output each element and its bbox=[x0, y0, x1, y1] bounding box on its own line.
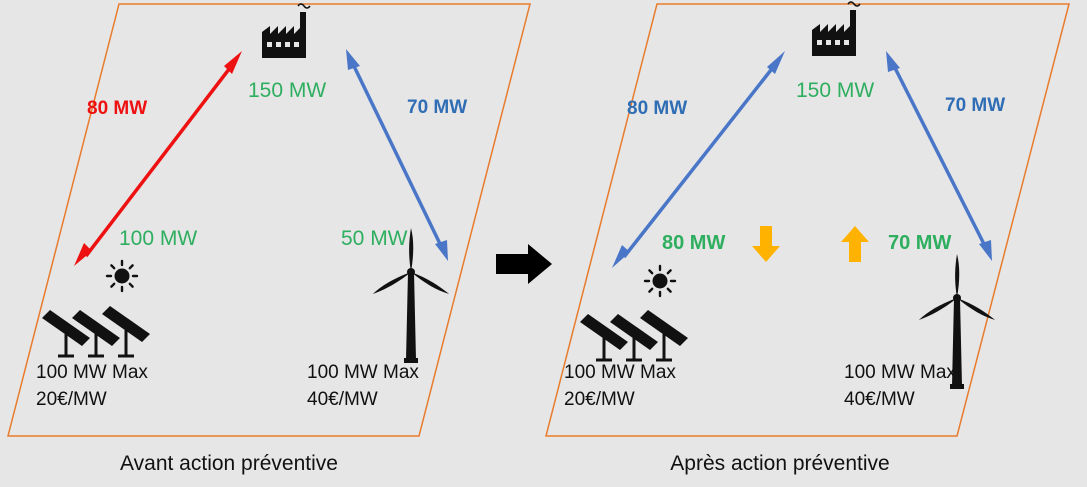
flow-right-label: 70 MW bbox=[407, 97, 467, 118]
load-label: 150 MW bbox=[796, 79, 874, 102]
solar-cost: 20€/MW bbox=[36, 389, 107, 410]
load-label: 150 MW bbox=[248, 79, 326, 102]
panel-after-frame bbox=[545, 3, 1070, 437]
arrow-down-icon bbox=[752, 226, 780, 262]
caption-before: Avant action préventive bbox=[120, 452, 338, 475]
line-after-right bbox=[886, 51, 992, 261]
flow-right-label: 70 MW bbox=[945, 95, 1005, 116]
arrow-up-icon bbox=[841, 226, 869, 262]
wind-capacity: 100 MW Max bbox=[307, 362, 419, 383]
line-before-left bbox=[74, 51, 242, 266]
solar-output-label: 100 MW bbox=[119, 227, 197, 250]
wind-capacity: 100 MW Max bbox=[844, 362, 956, 383]
wind-output-label: 70 MW bbox=[888, 232, 951, 254]
wind-output-label: 50 MW bbox=[341, 227, 408, 250]
wind-cost: 40€/MW bbox=[307, 389, 378, 410]
solar-capacity: 100 MW Max bbox=[564, 362, 676, 383]
wind-cost: 40€/MW bbox=[844, 389, 915, 410]
line-before-right bbox=[346, 49, 448, 261]
sun-icon bbox=[643, 264, 677, 298]
arrow-right-icon bbox=[496, 244, 552, 284]
solar-output-label: 80 MW bbox=[662, 232, 725, 254]
line-after-left bbox=[612, 51, 785, 268]
solar-capacity: 100 MW Max bbox=[36, 362, 148, 383]
sun-icon bbox=[105, 259, 139, 293]
flow-left-label: 80 MW bbox=[627, 98, 687, 119]
panel-after: 150 MW 80 MW 70 MW 80 MW 70 MW 100 MW Ma… bbox=[545, 1, 1070, 437]
solar-cost: 20€/MW bbox=[564, 389, 635, 410]
flow-left-label: 80 MW bbox=[87, 98, 147, 119]
panel-before: 150 MW 100 MW 50 MW 80 MW 70 MW 100 MW M… bbox=[7, 3, 531, 437]
caption-after: Après action préventive bbox=[670, 452, 889, 475]
